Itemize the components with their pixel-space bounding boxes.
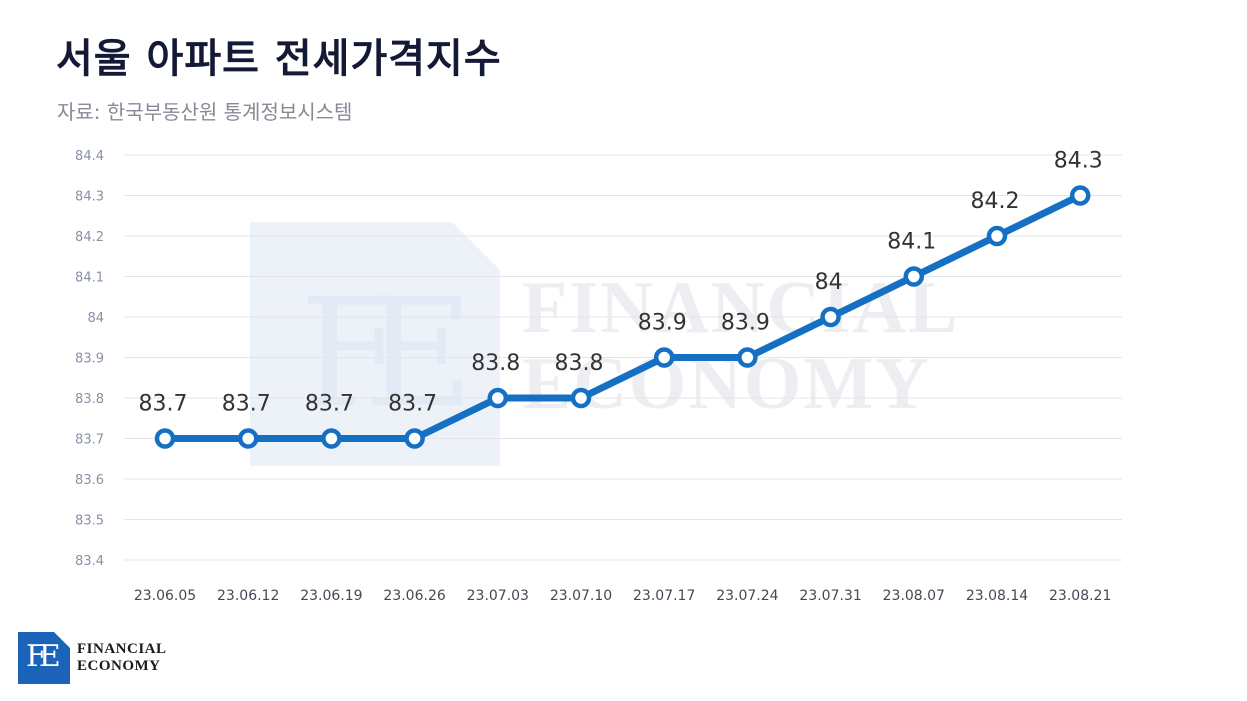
data-label: 83.7 [139,392,188,417]
data-point [237,428,259,449]
y-axis: 84.4 84.3 84.2 84.1 84 83.9 83.8 83.7 83.6 83.5 83… [75,149,104,569]
x-axis: 23.06.05 23.06.12 23.06.19 23.06.26 23.07.03… [134,588,1112,604]
logo-line1: FINANCIAL [77,641,167,657]
y-tick-label: 83.5 [75,514,104,529]
series-line [161,192,1084,442]
data-label: 83.8 [471,351,520,376]
y-tick-label: 83.7 [75,433,104,448]
x-tick-label: 23.06.19 [300,588,362,604]
y-tick-label: 84.3 [75,190,104,205]
logo-mark: FE [18,632,70,684]
data-label: 84.3 [1054,149,1103,174]
logo-wordmark: FINANCIAL ECONOMY [77,641,167,675]
x-tick-label: 23.06.12 [217,588,279,604]
x-tick-label: 23.07.31 [799,588,861,604]
data-point [903,266,925,287]
x-tick-label: 23.07.24 [716,588,778,604]
data-label: 83.7 [305,392,354,417]
x-tick-label: 23.06.05 [134,588,196,604]
data-label: 83.9 [721,311,770,336]
logo-corner [54,632,70,648]
data-label: 83.9 [638,311,687,336]
data-point [820,306,841,328]
data-point [570,387,592,409]
brand-logo: FE FINANCIAL ECONOMY [18,632,167,684]
x-tick-label: 23.08.21 [1049,588,1111,604]
logo-line2: ECONOMY [77,658,161,674]
y-tick-label: 84.1 [75,271,104,286]
y-tick-label: 84.2 [75,230,104,245]
chart-title: 서울 아파트 전세가격지수 [56,36,502,82]
x-tick-label: 23.07.17 [633,588,695,604]
watermark: FE FINANCIAL ECONOMY [250,222,959,466]
y-tick-label: 83.4 [75,554,104,569]
watermark-corner [452,222,500,270]
logo-letters: FE [26,639,61,674]
y-tick-label: 84.4 [75,149,104,164]
y-tick-label: 83.9 [75,352,104,367]
data-point [404,428,425,449]
x-tick-label: 23.06.26 [383,588,445,604]
x-tick-label: 23.07.10 [550,588,612,604]
data-label: 84.2 [971,189,1020,214]
chart-source: 자료: 한국부동산원 통계정보시스템 [57,100,353,124]
data-point [737,347,758,368]
data-point [986,225,1008,247]
data-point [321,428,342,449]
data-point [487,387,509,409]
data-label: 83.7 [222,392,271,417]
data-labels: 83.7 83.7 83.7 83.7 83.8 83.8 83.9 83.9 84 84.1 84… [139,149,1103,417]
watermark-box [250,222,500,466]
data-label: 83.8 [555,351,604,376]
series-line-path [161,192,1084,442]
x-tick-label: 23.08.07 [883,588,945,604]
y-tick-label: 83.6 [75,473,104,488]
data-points [154,185,1091,449]
data-point [1069,185,1091,206]
data-label: 84 [815,270,843,295]
watermark-line1: FINANCIAL [522,267,959,349]
data-point [653,347,675,368]
data-label: 83.7 [388,392,437,417]
gridlines [124,154,1122,561]
x-tick-label: 23.08.14 [966,588,1028,604]
data-point [154,428,176,449]
x-tick-label: 23.07.03 [467,588,529,604]
y-tick-label: 83.8 [75,392,104,407]
data-label: 84.1 [887,230,936,255]
y-tick-label: 84 [87,311,104,326]
